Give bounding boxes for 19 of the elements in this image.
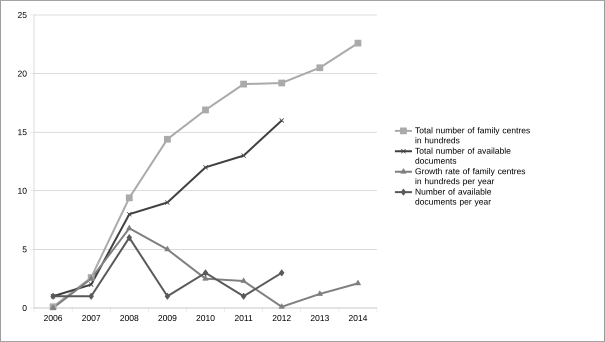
legend-label: Total number of family centres in hundreds	[415, 127, 530, 144]
y-tick-label: 20	[18, 70, 27, 77]
legend-label: Number of available documents per year	[415, 188, 492, 206]
x-tick-label: 2009	[158, 315, 176, 322]
legend-label: Total number of available documents	[415, 148, 510, 164]
x-tick-label: 2007	[82, 315, 100, 322]
y-tick-label: 10	[18, 188, 27, 194]
legend-label: Growth rate of family centres in hundreds per year	[415, 168, 526, 186]
y-tick-label: 25	[18, 12, 27, 18]
y-tick-label: 5	[22, 246, 27, 252]
y-tick-label: 0	[22, 304, 27, 311]
x-tick-label: 2013	[310, 315, 329, 322]
y-tick-label: 15	[18, 129, 27, 136]
x-tick-label: 2006	[44, 315, 62, 322]
x-tick-label: 2008	[120, 315, 138, 322]
x-tick-label: 2012	[272, 315, 291, 322]
x-tick-label: 2010	[196, 315, 215, 322]
x-tick-label: 2014	[348, 315, 368, 322]
x-tick-label: 2011	[234, 315, 252, 322]
